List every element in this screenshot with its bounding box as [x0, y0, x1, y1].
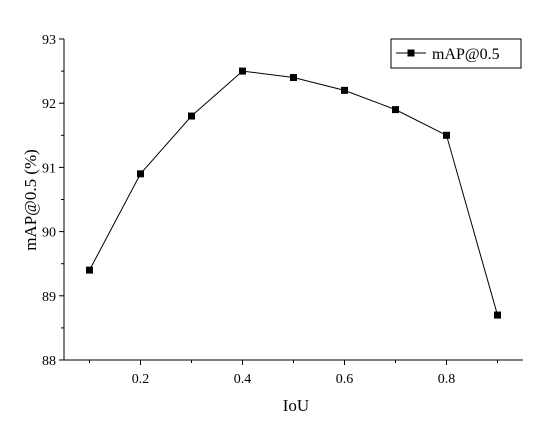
y-tick-label: 92 [42, 97, 56, 112]
x-tick-label: 0.8 [438, 372, 456, 387]
y-tick-label: 91 [42, 161, 56, 176]
data-point [137, 170, 144, 178]
y-tick-label: 88 [42, 354, 56, 369]
data-point [290, 74, 297, 82]
data-point [443, 131, 450, 139]
plot-marks [86, 67, 501, 319]
x-tick-label: 0.2 [132, 372, 150, 387]
x-axis-title: IoU [283, 396, 309, 415]
y-tick-label: 90 [42, 226, 56, 241]
legend-label: mAP@0.5 [432, 46, 500, 63]
axis-ticks: 88 89 90 91 92 93 0.2 0.4 0.6 0.8 [42, 33, 498, 387]
x-tick-label: 0.4 [234, 372, 252, 387]
data-point [341, 86, 348, 94]
plot-axes [63, 39, 523, 361]
legend: mAP@0.5 [390, 38, 522, 69]
legend-marker [407, 49, 415, 57]
y-tick-label: 89 [42, 290, 56, 305]
data-point [494, 311, 501, 319]
x-tick-label: 0.6 [336, 372, 354, 387]
data-point [239, 67, 246, 75]
data-point [188, 112, 195, 120]
series-line [89, 70, 498, 316]
data-point [86, 266, 93, 274]
y-axis-title: mAP@0.5 (%) [21, 149, 40, 251]
y-tick-label: 93 [42, 33, 56, 48]
data-point [392, 106, 399, 114]
